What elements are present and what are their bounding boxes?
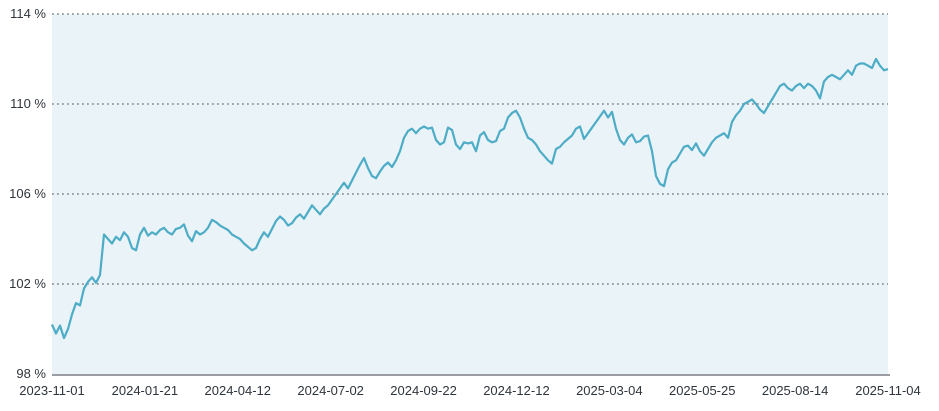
x-axis-tick-label: 2024-12-12 — [483, 383, 550, 398]
x-axis-tick-label: 2025-03-04 — [576, 383, 643, 398]
x-axis-tick-label: 2025-08-14 — [761, 383, 829, 398]
y-axis-tick-label: 102 % — [9, 276, 46, 291]
y-axis-tick-label: 106 % — [9, 186, 46, 201]
x-axis-tick-label: 2024-09-22 — [390, 383, 457, 398]
y-axis-tick-label: 114 % — [10, 6, 46, 21]
y-axis-tick-label: 98 % — [16, 366, 46, 381]
x-axis-tick-label: 2024-01-21 — [111, 383, 179, 398]
x-axis-tick-label: 2024-07-02 — [297, 383, 364, 398]
x-axis-tick-label: 2023-11-01 — [19, 383, 85, 398]
x-axis-tick-label: 2025-05-25 — [668, 383, 736, 398]
x-axis-tick-label: 2024-04-12 — [204, 383, 272, 398]
y-axis-tick-label: 110 % — [10, 96, 46, 111]
performance-line-series — [50, 57, 889, 340]
x-axis-tick-label: 2025-11-04 — [855, 383, 921, 398]
